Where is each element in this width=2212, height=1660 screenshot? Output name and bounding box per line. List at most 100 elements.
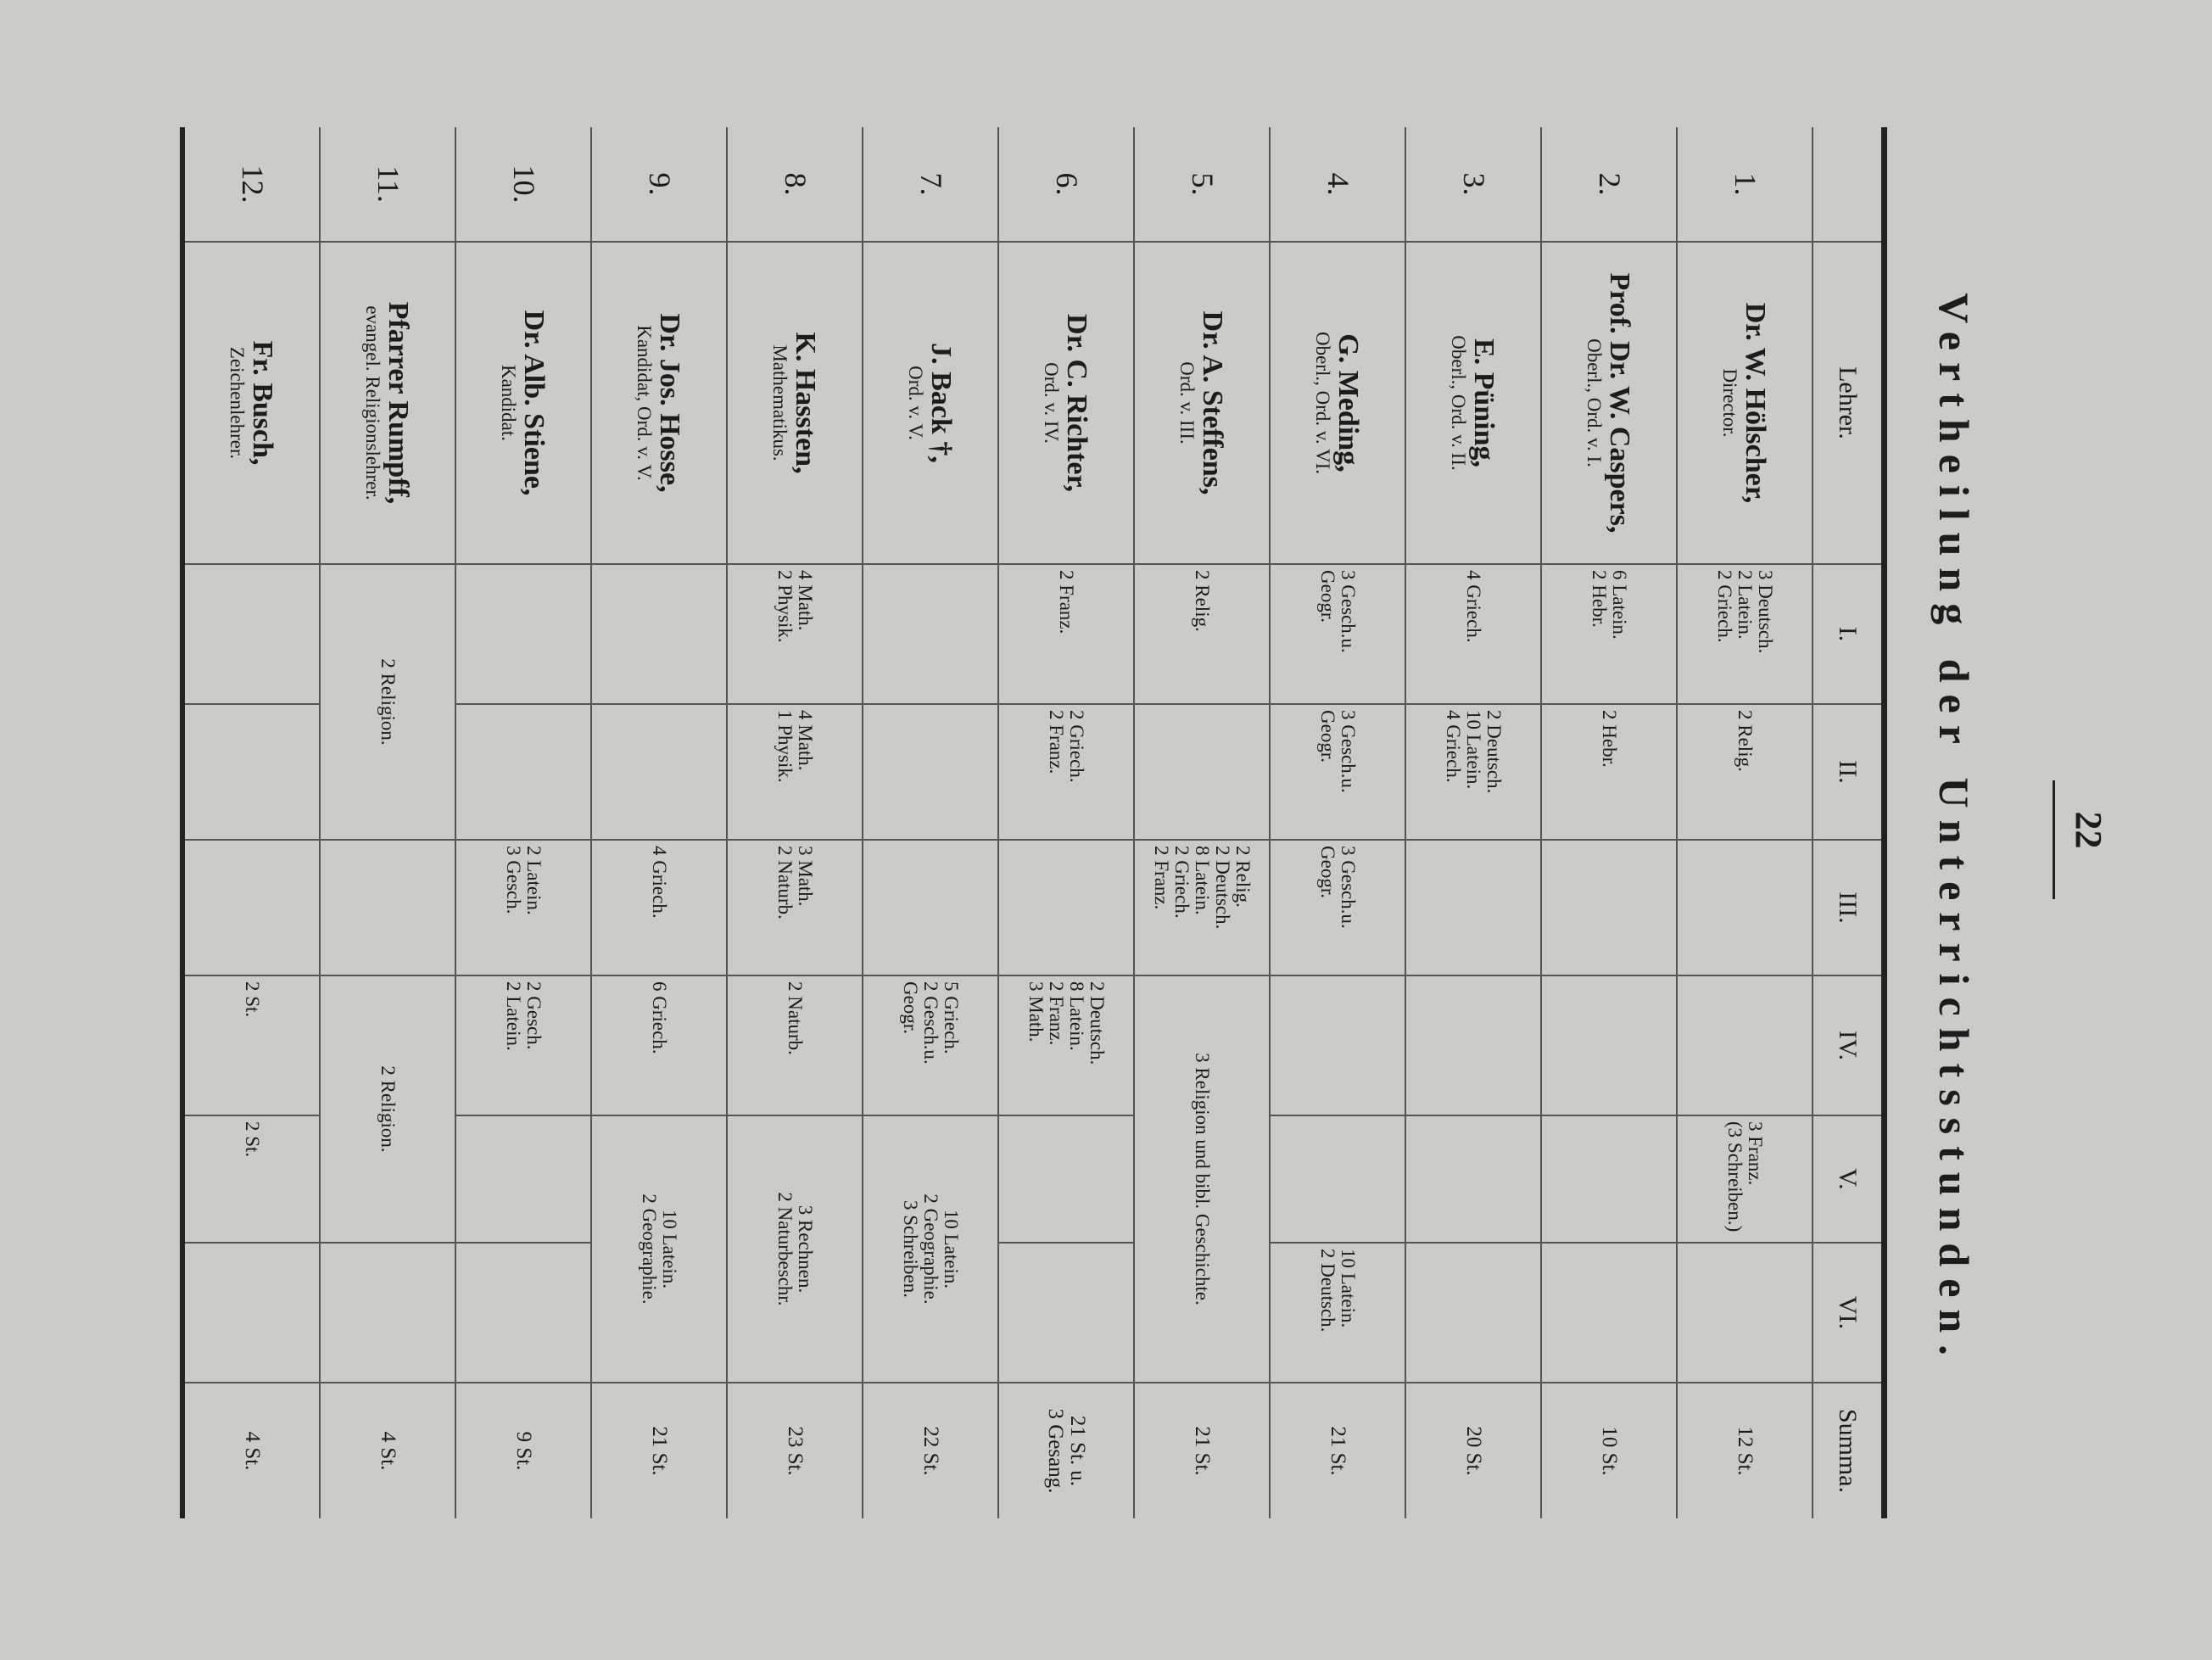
hours-cell: 2 Relig.: [1134, 564, 1270, 704]
cell-line: 10 Latein.: [941, 1209, 963, 1289]
cell-line: 3 Math.: [1025, 981, 1047, 1042]
teacher-cell: Dr. Jos. Hosse, Kandidat, Ord. v. V.: [591, 242, 727, 564]
column-header: III.: [1813, 840, 1885, 975]
teacher-name: Fr. Busch,: [246, 340, 278, 466]
hours-cell: 6 Griech.: [591, 975, 727, 1115]
cell-line: 3 Gesch.: [503, 846, 524, 914]
cell-line: 2 Naturb.: [774, 846, 796, 919]
cell-line: 2 Relig.: [1232, 846, 1254, 908]
hours-cell: 3 Gesch.u. Geogr.: [1270, 840, 1405, 975]
cell-line: 3 Gesch.u.: [1338, 710, 1360, 793]
hours-cell: 3 Gesch.u. Geogr.: [1270, 564, 1405, 704]
teacher-cell: Prof. Dr. W. Caspers, Oberl., Ord. v. I.: [1541, 242, 1677, 564]
cell-line: 9 St.: [512, 1431, 536, 1471]
cell-line: Geogr.: [1317, 710, 1338, 763]
teacher-name: K. Hassten,: [789, 332, 821, 474]
cell-line: 4 St.: [377, 1431, 400, 1471]
teacher-row: 12. Fr. Busch, Zeichenlehrer. 2 St. 2 St. 4 S…: [182, 127, 320, 1518]
cell-line: 2 Gesch.: [523, 981, 545, 1050]
cell-line: 10 Latein.: [659, 1209, 681, 1289]
teacher-role: Mathematikus.: [769, 344, 791, 461]
teacher-name: Dr. A. Steffens,: [1196, 310, 1228, 495]
hours-cell: [182, 840, 320, 975]
hours-cell: [998, 1243, 1134, 1383]
cell-line: 8 Latein.: [1066, 981, 1088, 1051]
column-header: Lehrer.: [1813, 242, 1885, 564]
cell-line: 2 Hebr.: [1599, 710, 1621, 768]
cell-line: 2 Physik.: [774, 570, 796, 643]
cell-line: 4 Griech.: [1463, 570, 1485, 643]
teacher-name: Dr. W. Hölscher,: [1739, 302, 1771, 504]
cell-line: 3 Rechnen.: [795, 1204, 817, 1294]
hours-cell: 2 Deutsch. 8 Latein. 2 Franz. 3 Math.: [998, 975, 1134, 1115]
cell-line: 2 Griech.: [1170, 846, 1193, 919]
cell-line: 2 Franz.: [1150, 846, 1172, 910]
hours-cell: [863, 840, 998, 975]
sum-cell: 21 St.: [1134, 1383, 1270, 1518]
column-header: IV.: [1813, 975, 1885, 1115]
teacher-role: Ord. v. IV.: [1041, 362, 1063, 444]
sum-cell: 21 St.: [591, 1383, 727, 1518]
hours-cell: [1541, 840, 1677, 975]
hours-cell: 2 St.: [182, 1115, 320, 1243]
cell-line: 20 St.: [1462, 1426, 1486, 1476]
row-number: 5.: [1134, 127, 1270, 242]
cell-line: 2 Religion.: [377, 658, 399, 746]
teacher-cell: K. Hassten, Mathematikus.: [727, 242, 863, 564]
sum-cell: 12 St.: [1677, 1383, 1813, 1518]
row-number: 11.: [320, 127, 455, 242]
row-number: 6.: [998, 127, 1134, 242]
cell-line: 6 Griech.: [649, 981, 671, 1054]
row-number: 12.: [182, 127, 320, 242]
hours-cell: [182, 564, 320, 704]
column-header: VI.: [1813, 1243, 1885, 1383]
cell-line: 2 St.: [242, 981, 264, 1018]
hours-cell: 2 Deutsch. 10 Latein. 4 Griech.: [1405, 704, 1541, 840]
cell-line: 1 Physik.: [774, 710, 796, 783]
hours-cell: [320, 840, 455, 975]
cell-line: 21 St.: [1191, 1426, 1215, 1476]
teacher-row: 4. G. Meding, Oberl., Ord. v. VI. 3 Gesch.u…: [1270, 127, 1405, 1518]
teacher-role: evangel. Religionslehrer.: [362, 305, 384, 500]
hours-cell: [455, 564, 591, 704]
teacher-cell: J. Back †, Ord. v. V.: [863, 242, 998, 564]
cell-line: (3 Schreiben.): [1724, 1121, 1746, 1232]
cell-line: 3 Gesch.u.: [1338, 846, 1360, 929]
sum-cell: 21 St.: [1270, 1383, 1405, 1518]
schedule-table: Lehrer. I. II. III. IV. V. VI. Summa. 1. Dr. W. …: [180, 127, 1887, 1518]
rule: [2053, 780, 2055, 899]
cell-line: 21 St. u.: [1066, 1415, 1090, 1487]
cell-line: 21 St.: [1327, 1426, 1350, 1476]
teacher-role: Ord. v. V.: [905, 366, 927, 440]
hours-cell: [591, 564, 727, 704]
cell-line: 2 Latein.: [503, 981, 524, 1051]
teacher-cell: Dr. W. Hölscher, Director.: [1677, 242, 1813, 564]
cell-line: 2 Deutsch.: [1086, 981, 1109, 1065]
hours-cell: [1677, 975, 1813, 1115]
hours-cell: [998, 840, 1134, 975]
cell-line: 3 Franz.: [1745, 1121, 1767, 1186]
cell-line: 2 Geographie.: [639, 1193, 660, 1305]
row-number: 1.: [1677, 127, 1813, 242]
teacher-name: Pfarrer Rumpff,: [382, 301, 414, 505]
cell-line: 2 Griech.: [1066, 710, 1088, 783]
teacher-cell: Dr. A. Steffens, Ord. v. III.: [1134, 242, 1270, 564]
row-number: 10.: [455, 127, 591, 242]
cell-line: 2 Gesch.u.: [920, 981, 942, 1065]
hours-cell: [182, 704, 320, 840]
hours-cell: 3 Deutsch. 2 Latein. 2 Griech.: [1677, 564, 1813, 704]
hours-cell: 10 Latein. 2 Geographie.: [591, 1115, 727, 1383]
hours-cell: [1405, 840, 1541, 975]
column-header: Summa.: [1813, 1383, 1885, 1518]
row-number: 7.: [863, 127, 998, 242]
header-cell: [1813, 127, 1885, 242]
hours-cell: [1405, 1243, 1541, 1383]
teacher-role: Ord. v. III.: [1176, 361, 1198, 444]
cell-line: 2 Franz.: [1056, 570, 1078, 634]
hours-cell: 2 Griech. 2 Franz.: [998, 704, 1134, 840]
row-number: 3.: [1405, 127, 1541, 242]
teacher-row: 5. Dr. A. Steffens, Ord. v. III. 2 Relig. 2 …: [1134, 127, 1270, 1518]
hours-cell: [1677, 840, 1813, 975]
cell-line: Geogr.: [899, 981, 921, 1034]
